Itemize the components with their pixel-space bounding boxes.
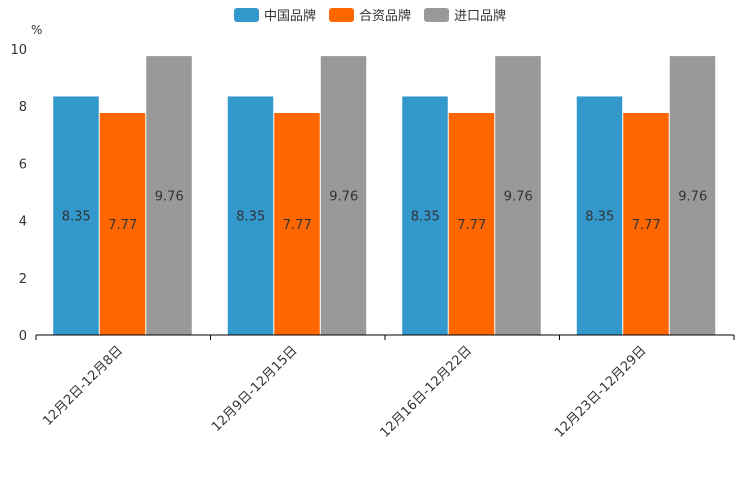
bar-3-1[interactable] bbox=[401, 95, 449, 336]
bar-value-label-2-3: 9.76 bbox=[329, 189, 358, 204]
y-axis: 0 2 4 6 8 10 bbox=[10, 43, 27, 344]
bar-value-label-2-1: 8.35 bbox=[236, 210, 265, 225]
x-tick-label-2: 12月9日-12月15日 bbox=[209, 343, 301, 435]
y-tick-label-10: 10 bbox=[10, 43, 27, 58]
legend: 中国品牌 合资品牌 进口品牌 bbox=[234, 8, 506, 24]
legend-label-3: 进口品牌 bbox=[454, 8, 506, 24]
bar-value-label-1-3: 9.76 bbox=[155, 189, 184, 204]
bar-value-label-4-3: 9.76 bbox=[678, 189, 707, 204]
bar-3-2[interactable] bbox=[448, 112, 495, 336]
x-tick-label-3: 12月16日-12月22日 bbox=[378, 343, 475, 440]
x-tick-label-4: 12月23日-12月29日 bbox=[552, 343, 649, 440]
bar-value-label-1-1: 8.35 bbox=[62, 210, 91, 225]
bar-1-2[interactable] bbox=[99, 112, 146, 336]
y-tick-label-4: 4 bbox=[19, 215, 27, 230]
y-tick-label-0: 0 bbox=[19, 329, 27, 344]
legend-label-2: 合资品牌 bbox=[359, 8, 411, 24]
bar-value-label-3-3: 9.76 bbox=[504, 189, 533, 204]
bar-value-label-3-1: 8.35 bbox=[411, 210, 440, 225]
x-tick-label-1: 12月2日-12月8日 bbox=[40, 343, 126, 429]
y-axis-label: % bbox=[31, 23, 42, 37]
bar-4-2[interactable] bbox=[622, 112, 670, 336]
legend-label-1: 中国品牌 bbox=[264, 8, 316, 24]
bar-value-label-4-2: 7.77 bbox=[632, 218, 661, 233]
y-tick-label-6: 6 bbox=[19, 157, 27, 172]
bar-2-1[interactable] bbox=[227, 95, 274, 336]
y-tick-label-2: 2 bbox=[19, 272, 27, 287]
x-axis: 12月2日-12月8日 12月9日-12月15日 12月16日-12月22日 12月2… bbox=[35, 334, 735, 441]
bars: 8.35 7.77 9.76 8.35 7.77 9.76 8.35 7.77 9.76 8.35… bbox=[52, 55, 716, 336]
bar-value-label-2-2: 7.77 bbox=[283, 218, 312, 233]
bar-2-2[interactable] bbox=[273, 112, 321, 336]
bar-value-label-1-2: 7.77 bbox=[108, 218, 137, 233]
bar-value-label-3-2: 7.77 bbox=[457, 218, 486, 233]
bar-4-1[interactable] bbox=[576, 95, 623, 336]
legend-swatch-3 bbox=[424, 8, 449, 22]
bar-4-3[interactable] bbox=[669, 55, 716, 336]
bar-1-3[interactable] bbox=[145, 55, 193, 336]
bar-2-3[interactable] bbox=[320, 55, 367, 336]
legend-swatch-1 bbox=[234, 8, 259, 22]
y-tick-label-8: 8 bbox=[19, 100, 27, 115]
bar-value-label-4-1: 8.35 bbox=[585, 210, 614, 225]
bar-1-1[interactable] bbox=[52, 95, 100, 336]
legend-swatch-2 bbox=[329, 8, 354, 22]
